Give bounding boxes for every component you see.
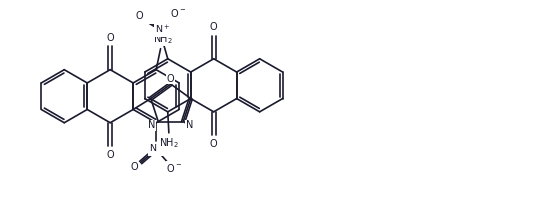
Text: O: O bbox=[210, 22, 218, 32]
Text: N: N bbox=[186, 120, 193, 130]
Text: O: O bbox=[106, 150, 114, 160]
Text: NH$_2$: NH$_2$ bbox=[153, 32, 173, 46]
Text: O$^-$: O$^-$ bbox=[169, 8, 186, 19]
Text: O: O bbox=[135, 11, 143, 21]
Text: N$^+$: N$^+$ bbox=[155, 24, 170, 36]
Text: NH$_2$: NH$_2$ bbox=[159, 136, 179, 150]
Text: N$^+$: N$^+$ bbox=[148, 143, 164, 155]
Text: O: O bbox=[106, 33, 114, 43]
Text: N: N bbox=[148, 120, 155, 130]
Text: O$^-$: O$^-$ bbox=[166, 162, 182, 173]
Text: O: O bbox=[130, 162, 138, 172]
Text: O: O bbox=[210, 139, 218, 149]
Text: O: O bbox=[167, 74, 174, 84]
